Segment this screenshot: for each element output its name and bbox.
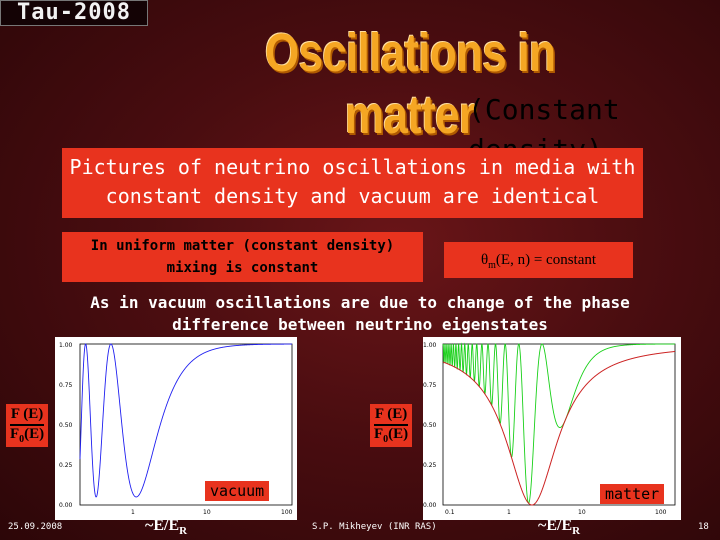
key-statement-banner: Pictures of neutrino oscillations in med… [62, 148, 643, 218]
vacuum-probability-curve [79, 343, 292, 498]
ylabel-numerator: F (E) [374, 406, 409, 426]
ylabel-denominator: F0(E) [10, 426, 45, 445]
matter-label: matter [600, 484, 665, 504]
ytick-label: 0.50 [59, 422, 73, 429]
ytick-label: 0.25 [423, 462, 437, 469]
matter-probability-curve [442, 342, 675, 504]
footer-date: 25.09.2008 [8, 522, 63, 532]
plot-frame [442, 343, 676, 506]
ytick-label: 0.75 [59, 382, 73, 389]
banner-line-2: constant density and vacuum are identica… [105, 184, 600, 208]
ytick-label: 1.00 [59, 342, 73, 349]
statement-line-2: difference between neutrino eigenstates [172, 315, 548, 334]
uniform-matter-note: In uniform matter (constant density) mix… [62, 232, 423, 282]
xtick-label: 10 [578, 509, 586, 516]
matter-envelope-curve [442, 350, 676, 506]
banner-line-1: Pictures of neutrino oscillations in med… [69, 155, 636, 179]
ytick-label: 0.25 [59, 462, 73, 469]
statement-line-1: As in vacuum oscillations are due to cha… [90, 293, 630, 312]
mixing-angle-formula: θm(E, n) = constant [444, 242, 633, 278]
right-ylabel: F (E) F0(E) [370, 404, 413, 447]
ylabel-numerator: F (E) [10, 406, 45, 426]
xtick-label: 0.1 [445, 509, 455, 516]
left-xlabel: ~E/ER [145, 517, 188, 538]
xtick-label: 1 [131, 509, 135, 516]
slide-title: Oscillations in matter [264, 23, 556, 145]
theta-subscript: m [488, 260, 496, 271]
note-line-1: In uniform matter (constant density) [90, 238, 395, 254]
plot-frame [79, 343, 293, 506]
right-xlabel: ~E/ER [538, 517, 581, 538]
xtick-label: 100 [281, 509, 293, 516]
xtick-label: 10 [203, 509, 211, 516]
left-ylabel: F (E) F0(E) [6, 404, 49, 447]
ytick-label: 0.50 [423, 422, 437, 429]
ytick-label: 0.00 [59, 502, 73, 509]
ytick-label: 0.75 [423, 382, 437, 389]
xtick-label: 100 [655, 509, 667, 516]
xtick-label: 1 [507, 509, 511, 516]
vacuum-label: vacuum [205, 481, 270, 501]
note-line-2: mixing is constant [166, 260, 319, 276]
footer-author: S.P. Mikheyev (INR RAS) [312, 522, 437, 532]
phase-difference-statement: As in vacuum oscillations are due to cha… [40, 292, 680, 336]
footer-page-number: 18 [698, 522, 709, 532]
theta-symbol: θ [480, 252, 489, 268]
formula-text: (E, n) = constant [495, 252, 597, 268]
conference-logo: Tau-2008 [0, 0, 148, 26]
ytick-label: 0.00 [423, 502, 437, 509]
ylabel-denominator: F0(E) [374, 426, 409, 445]
ytick-label: 1.00 [423, 342, 437, 349]
